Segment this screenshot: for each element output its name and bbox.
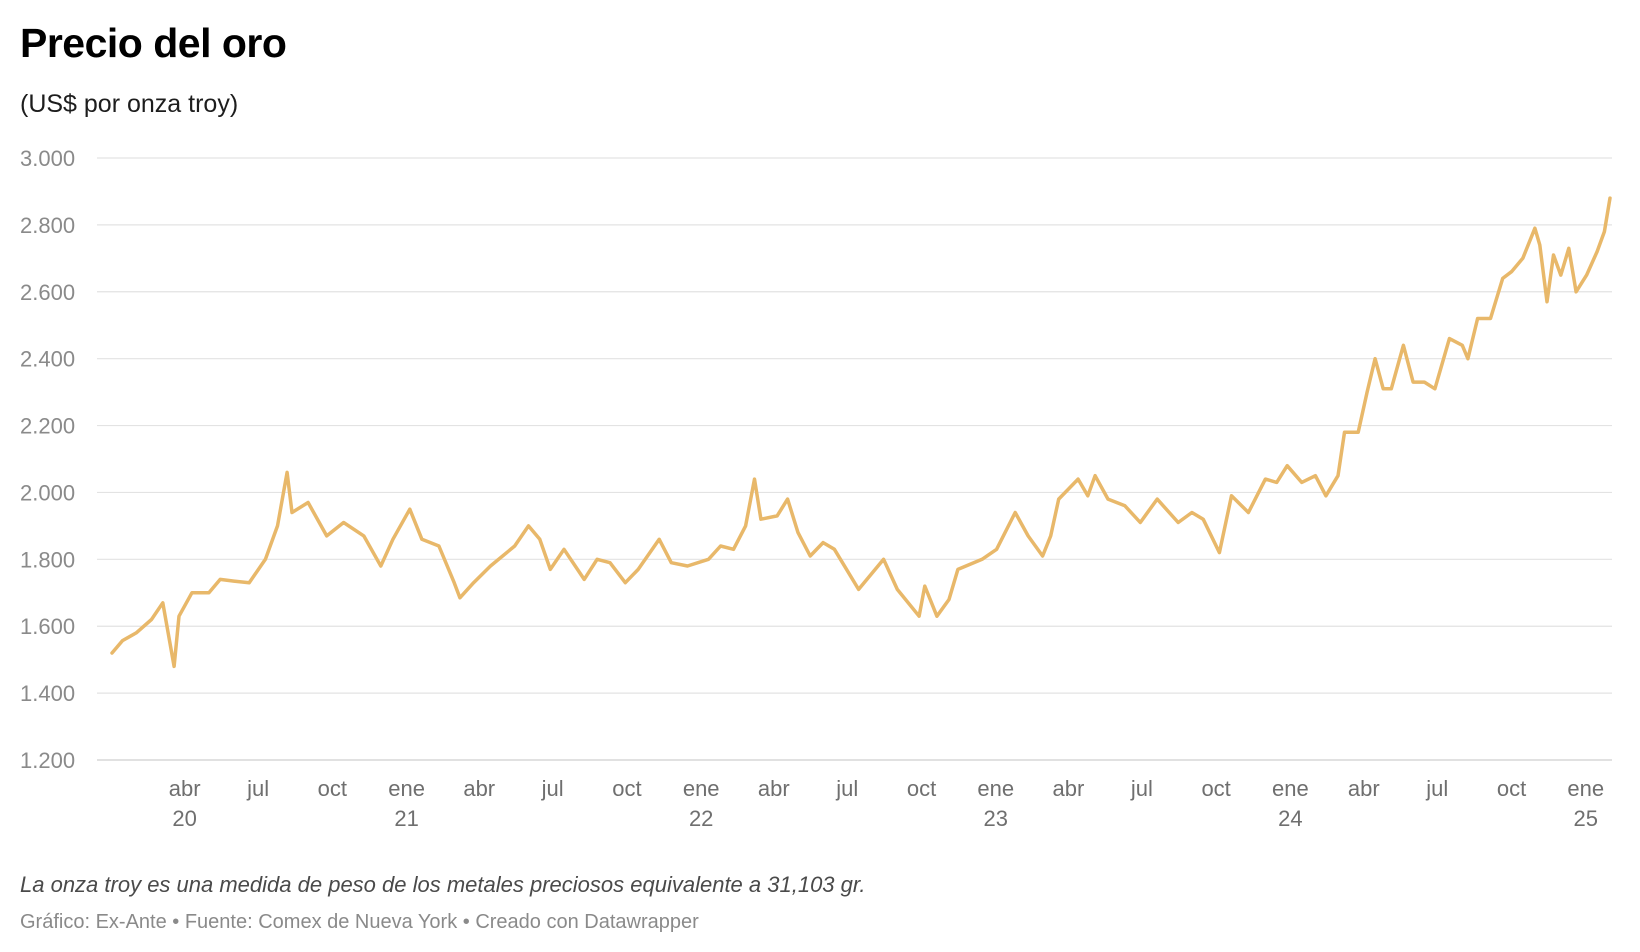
x-tick-label: jul xyxy=(541,776,564,801)
x-tick-year-label: 24 xyxy=(1278,806,1302,831)
y-tick-label: 1.600 xyxy=(20,614,75,639)
y-tick-label: 2.800 xyxy=(20,213,75,238)
chart-credit: Gráfico: Ex-Ante • Fuente: Comex de Nuev… xyxy=(20,911,699,933)
x-tick-label: ene xyxy=(977,776,1014,801)
y-tick-label: 2.600 xyxy=(20,280,75,305)
x-tick-year-label: 20 xyxy=(172,806,196,831)
y-tick-label: 1.200 xyxy=(20,748,75,773)
x-tick-label: ene xyxy=(683,776,720,801)
x-tick-year-label: 21 xyxy=(394,806,418,831)
x-tick-label: abr xyxy=(1348,776,1380,801)
gold-price-line-chart: 1.200 1.400 1.600 1.800 2.000 2.200 2.400 2.600… xyxy=(20,146,1612,831)
x-tick-year-label: 25 xyxy=(1574,806,1598,831)
chart-title: Precio del oro xyxy=(20,20,287,66)
y-tick-label: 3.000 xyxy=(20,146,75,171)
y-axis-ticks: 1.200 1.400 1.600 1.800 2.000 2.200 2.400 2.600… xyxy=(20,146,75,773)
x-tick-label: abr xyxy=(758,776,790,801)
x-tick-label: abr xyxy=(169,776,201,801)
x-tick-label: jul xyxy=(246,776,269,801)
x-tick-label: ene xyxy=(1567,776,1604,801)
x-tick-label: abr xyxy=(1053,776,1085,801)
chart-subtitle: (US$ por onza troy) xyxy=(20,90,239,118)
y-tick-label: 1.800 xyxy=(20,547,75,572)
x-tick-label: jul xyxy=(1425,776,1448,801)
x-axis-ticks: abr 20 jul oct ene 21 abr jul oct ene 22 abr jul oct e… xyxy=(169,776,1604,831)
x-tick-label: jul xyxy=(1130,776,1153,801)
y-tick-label: 2.400 xyxy=(20,347,75,372)
y-tick-label: 2.000 xyxy=(20,480,75,505)
chart-note: La onza troy es una medida de peso de lo… xyxy=(20,872,866,897)
x-tick-label: oct xyxy=(318,776,347,801)
x-tick-year-label: 23 xyxy=(984,806,1008,831)
x-tick-label: oct xyxy=(1497,776,1526,801)
x-tick-year-label: 22 xyxy=(689,806,713,831)
x-tick-label: oct xyxy=(612,776,641,801)
y-tick-label: 1.400 xyxy=(20,681,75,706)
gold-price-series-line xyxy=(110,196,1612,669)
x-tick-label: ene xyxy=(388,776,425,801)
grid-lines xyxy=(97,157,1612,761)
x-tick-label: ene xyxy=(1272,776,1309,801)
x-tick-label: oct xyxy=(1201,776,1230,801)
x-tick-label: jul xyxy=(835,776,858,801)
series-group xyxy=(110,196,1612,669)
y-tick-label: 2.200 xyxy=(20,414,75,439)
x-tick-label: oct xyxy=(907,776,936,801)
x-tick-label: abr xyxy=(463,776,495,801)
